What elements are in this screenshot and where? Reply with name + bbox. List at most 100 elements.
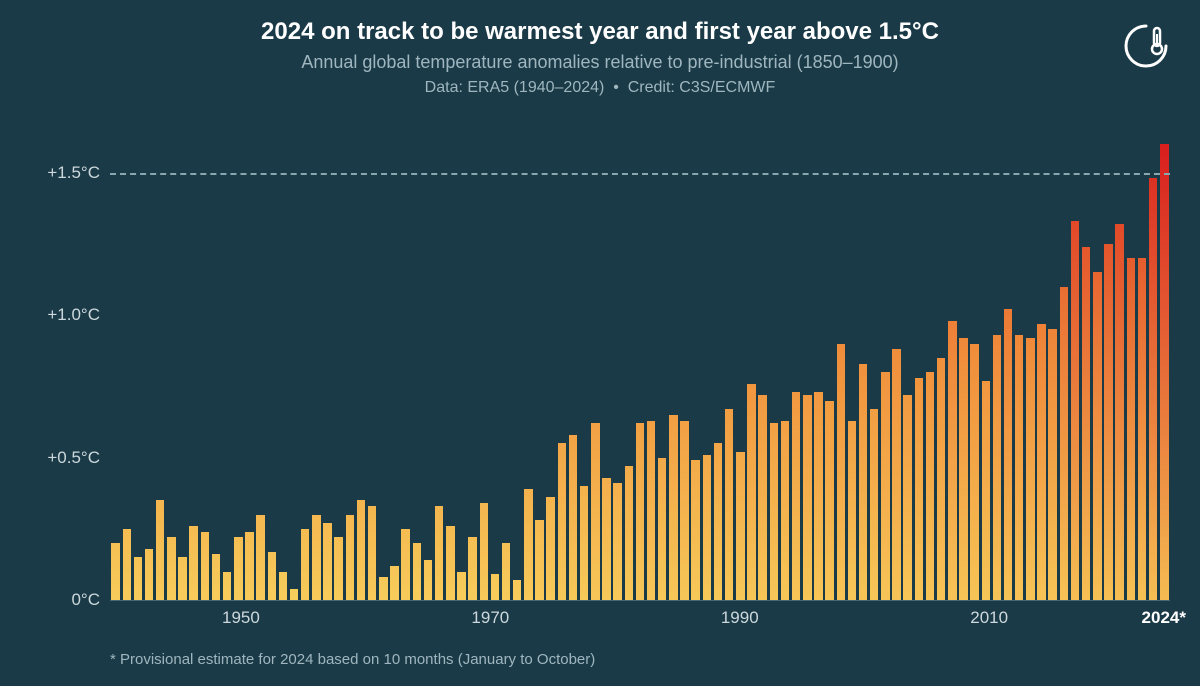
temperature-bar <box>178 557 186 600</box>
chart-plot-area <box>110 130 1170 600</box>
temperature-bar <box>837 344 845 600</box>
temperature-bar <box>959 338 967 600</box>
temperature-bar <box>1127 258 1135 600</box>
temperature-bar <box>480 503 488 600</box>
chart-meta: Data: ERA5 (1940–2024) • Credit: C3S/ECM… <box>0 79 1200 97</box>
x-axis-tick-label: 1950 <box>222 608 260 628</box>
temperature-bar <box>803 395 811 600</box>
temperature-bar <box>535 520 543 600</box>
temperature-bar <box>491 574 499 600</box>
temperature-bar <box>814 392 822 600</box>
x-axis-tick-label: 1990 <box>721 608 759 628</box>
temperature-bar <box>446 526 454 600</box>
temperature-bar <box>558 443 566 600</box>
temperature-bar <box>323 523 331 600</box>
temperature-bar <box>546 497 554 600</box>
temperature-bar <box>625 466 633 600</box>
temperature-bar <box>1115 224 1123 600</box>
temperature-bar <box>390 566 398 600</box>
temperature-bar <box>134 557 142 600</box>
temperature-bar <box>234 537 242 600</box>
temperature-bar <box>725 409 733 600</box>
reference-line-1-5c <box>110 173 1170 175</box>
temperature-bar <box>111 543 119 600</box>
temperature-bar <box>1015 335 1023 600</box>
temperature-bar <box>1048 329 1056 600</box>
c3s-logo-icon <box>1116 16 1176 76</box>
temperature-bar <box>691 460 699 600</box>
temperature-bar <box>502 543 510 600</box>
x-axis-tick-label: 2024* <box>1142 608 1186 628</box>
temperature-bar <box>1160 144 1168 600</box>
temperature-bar <box>212 554 220 600</box>
temperature-bar <box>334 537 342 600</box>
temperature-bar <box>870 409 878 600</box>
temperature-bar <box>993 335 1001 600</box>
temperature-bar <box>167 537 175 600</box>
temperature-bar <box>524 489 532 600</box>
temperature-bar <box>368 506 376 600</box>
temperature-bar <box>859 364 867 600</box>
temperature-bar <box>937 358 945 600</box>
temperature-bar <box>457 572 465 600</box>
temperature-bar <box>848 421 856 600</box>
temperature-bar <box>658 458 666 600</box>
temperature-bar <box>301 529 309 600</box>
temperature-bar <box>1071 221 1079 600</box>
temperature-bar <box>903 395 911 600</box>
temperature-bar <box>714 443 722 600</box>
temperature-bar <box>747 384 755 600</box>
chart-title: 2024 on track to be warmest year and fir… <box>0 18 1200 46</box>
temperature-bar <box>1004 309 1012 600</box>
x-axis-tick-label: 1970 <box>471 608 509 628</box>
y-axis-tick-label: 0°C <box>20 590 100 610</box>
temperature-bar <box>647 421 655 600</box>
temperature-bar <box>1138 258 1146 600</box>
temperature-bar <box>680 421 688 600</box>
temperature-bar <box>1149 178 1157 600</box>
temperature-bar <box>468 537 476 600</box>
temperature-bar <box>703 455 711 600</box>
temperature-bar <box>123 529 131 600</box>
temperature-bar <box>1060 287 1068 600</box>
temperature-bar <box>435 506 443 600</box>
temperature-bar <box>156 500 164 600</box>
temperature-bar <box>948 321 956 600</box>
temperature-bar <box>1104 244 1112 600</box>
temperature-bar <box>189 526 197 600</box>
temperature-bar <box>970 344 978 600</box>
temperature-bar <box>591 423 599 600</box>
x-axis-tick-label: 2010 <box>970 608 1008 628</box>
temperature-bar <box>926 372 934 600</box>
temperature-bar <box>424 560 432 600</box>
temperature-bar <box>569 435 577 600</box>
temperature-bar <box>881 372 889 600</box>
temperature-bar <box>580 486 588 600</box>
temperature-bar <box>379 577 387 600</box>
temperature-bar <box>1026 338 1034 600</box>
y-axis-tick-label: +0.5°C <box>20 448 100 468</box>
temperature-bar <box>770 423 778 600</box>
temperature-bar <box>312 515 320 600</box>
temperature-bar <box>1037 324 1045 600</box>
temperature-bar <box>736 452 744 600</box>
temperature-bar <box>602 478 610 600</box>
temperature-bar <box>346 515 354 600</box>
temperature-bar <box>279 572 287 600</box>
meta-data-source: Data: ERA5 (1940–2024) <box>425 79 605 96</box>
y-axis-tick-label: +1.5°C <box>20 163 100 183</box>
temperature-bar <box>758 395 766 600</box>
temperature-bar <box>357 500 365 600</box>
temperature-bar <box>669 415 677 600</box>
temperature-bar <box>401 529 409 600</box>
temperature-bar <box>792 392 800 600</box>
temperature-bar <box>825 401 833 600</box>
temperature-bar <box>145 549 153 600</box>
meta-credit: Credit: C3S/ECMWF <box>628 79 776 96</box>
temperature-bar <box>613 483 621 600</box>
chart-subtitle: Annual global temperature anomalies rela… <box>0 52 1200 73</box>
temperature-bar <box>1082 247 1090 600</box>
temperature-bar <box>245 532 253 600</box>
temperature-bar <box>781 421 789 600</box>
temperature-bar <box>892 349 900 600</box>
